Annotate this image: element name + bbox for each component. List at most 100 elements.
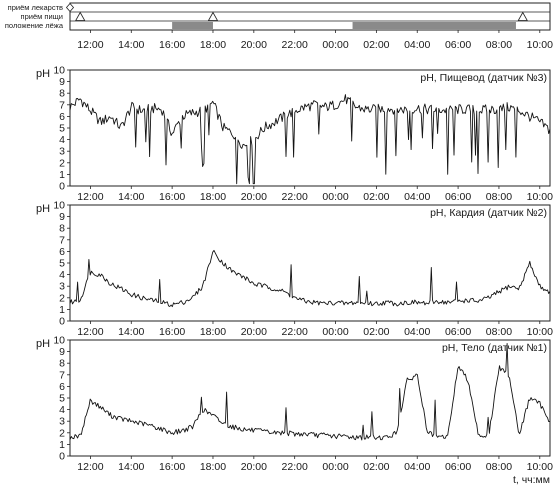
x-tick-label: 16:00 (159, 191, 185, 203)
y-tick-label: 8 (59, 358, 65, 370)
y-tick-label: 7 (59, 99, 65, 111)
x-tick-label: 06:00 (445, 461, 471, 473)
x-tick-label: 18:00 (200, 461, 226, 473)
panel-title: pH, Тело (датчик №1) (442, 342, 547, 354)
x-tick-label: 08:00 (486, 461, 512, 473)
x-tick-label: 20:00 (241, 326, 267, 338)
x-tick-label: 00:00 (322, 191, 348, 203)
y-tick-label: 9 (59, 346, 65, 358)
x-tick-label: 20:00 (241, 461, 267, 473)
event-axis-tick-label: 22:00 (282, 39, 308, 51)
event-row-label: приём пищи (21, 12, 63, 21)
y-tick-label: 4 (59, 134, 65, 146)
event-axis-tick-label: 04:00 (404, 39, 430, 51)
y-tick-label: 1 (59, 169, 65, 181)
y-tick-label: 3 (59, 281, 65, 293)
y-tick-label: 0 (59, 316, 65, 328)
x-tick-label: 04:00 (404, 326, 430, 338)
event-axis-tick-label: 18:00 (200, 39, 226, 51)
y-tick-label: 0 (59, 451, 65, 463)
x-tick-label: 16:00 (159, 461, 185, 473)
x-tick-label: 14:00 (118, 461, 144, 473)
meal-triangle-marker (75, 11, 86, 21)
x-tick-label: 16:00 (159, 326, 185, 338)
x-tick-label: 04:00 (404, 461, 430, 473)
x-tick-label: 02:00 (363, 191, 389, 203)
x-tick-label: 12:00 (77, 326, 103, 338)
y-tick-label: 8 (59, 223, 65, 235)
y-tick-label: 6 (59, 246, 65, 258)
panel-title: pH, Пищевод (датчик №3) (420, 72, 547, 84)
ph-series-line (69, 94, 551, 185)
y-tick-label: 4 (59, 404, 65, 416)
y-tick-label: 8 (59, 88, 65, 100)
y-tick-label: 1 (59, 439, 65, 451)
event-axis-tick-label: 06:00 (445, 39, 471, 51)
ph-series-line (69, 343, 551, 441)
y-tick-label: 4 (59, 269, 65, 281)
event-strip-frame (69, 2, 551, 31)
y-tick-label: 2 (59, 427, 65, 439)
panel-frame (69, 204, 551, 322)
event-axis-tick-label: 14:00 (118, 39, 144, 51)
y-tick-label: 10 (53, 200, 65, 212)
x-axis-label: t, чч:мм (513, 474, 550, 485)
y-tick-label: 6 (59, 381, 65, 393)
medication-diamond-marker (65, 2, 75, 13)
y-tick-label: 9 (59, 211, 65, 223)
y-tick-label: 7 (59, 369, 65, 381)
event-row-label: положение лёжа (5, 21, 64, 30)
y-tick-label: 2 (59, 157, 65, 169)
event-axis-tick-label: 08:00 (486, 39, 512, 51)
x-tick-label: 22:00 (282, 326, 308, 338)
x-tick-label: 20:00 (241, 191, 267, 203)
x-tick-label: 22:00 (282, 461, 308, 473)
x-tick-label: 14:00 (118, 326, 144, 338)
x-tick-label: 10:00 (527, 326, 553, 338)
y-tick-label: 9 (59, 76, 65, 88)
x-tick-label: 06:00 (445, 326, 471, 338)
event-axis-tick-label: 12:00 (77, 39, 103, 51)
event-axis-tick-label: 20:00 (241, 39, 267, 51)
y-tick-label: 3 (59, 146, 65, 158)
y-tick-label: 5 (59, 258, 65, 270)
y-tick-label: 0 (59, 181, 65, 193)
x-tick-label: 02:00 (363, 326, 389, 338)
y-axis-label: pH (36, 338, 50, 350)
panel-title: pH, Кардия (датчик №2) (430, 207, 547, 219)
x-tick-label: 22:00 (282, 191, 308, 203)
panel-frame (69, 339, 551, 457)
meal-triangle-marker (207, 11, 219, 21)
y-tick-label: 7 (59, 234, 65, 246)
meal-triangle-marker (517, 11, 528, 21)
event-axis-tick-label: 16:00 (159, 39, 185, 51)
y-tick-label: 5 (59, 123, 65, 135)
y-tick-label: 2 (59, 292, 65, 304)
event-axis-tick-label: 02:00 (363, 39, 389, 51)
y-tick-label: 10 (53, 335, 65, 347)
event-axis-tick-label: 10:00 (527, 39, 553, 51)
y-tick-label: 5 (59, 393, 65, 405)
ph-series-line (69, 249, 551, 308)
x-tick-label: 14:00 (118, 191, 144, 203)
x-tick-label: 10:00 (527, 191, 553, 203)
lying-position-bar (172, 22, 213, 29)
x-tick-label: 10:00 (527, 461, 553, 473)
x-tick-label: 00:00 (322, 326, 348, 338)
y-tick-label: 10 (53, 65, 65, 77)
x-tick-label: 00:00 (322, 461, 348, 473)
x-tick-label: 12:00 (77, 191, 103, 203)
x-tick-label: 18:00 (200, 191, 226, 203)
x-tick-label: 04:00 (404, 191, 430, 203)
y-axis-label: pH (36, 203, 50, 215)
x-tick-label: 08:00 (486, 326, 512, 338)
lying-position-bar (352, 22, 516, 29)
y-tick-label: 6 (59, 111, 65, 123)
x-tick-label: 12:00 (77, 461, 103, 473)
y-tick-label: 3 (59, 416, 65, 428)
